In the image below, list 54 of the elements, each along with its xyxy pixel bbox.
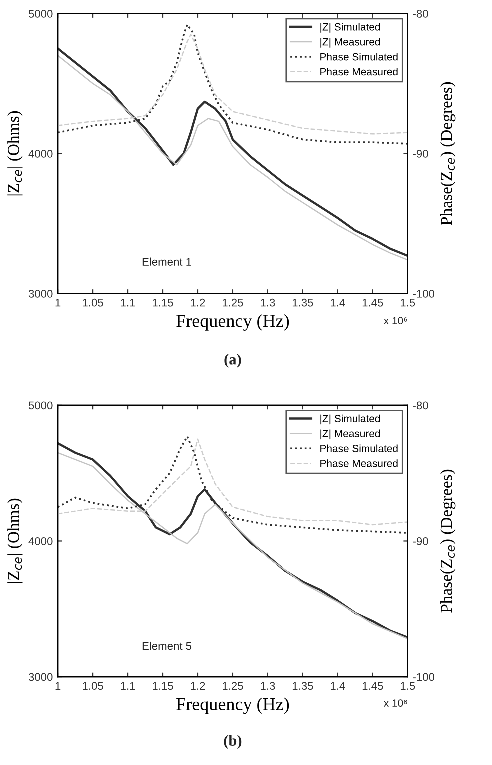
y2-tick-label: -100 xyxy=(413,673,435,682)
legend-label: Phase Measured xyxy=(320,68,398,76)
x-tick-label: 1.2 xyxy=(191,298,206,307)
legend-label: |Z| Simulated xyxy=(320,414,380,425)
y-axis-title: |Z$_{ce}$| (Ohms) xyxy=(8,498,23,584)
x-tick-label: 1.15 xyxy=(153,682,174,690)
x-tick-label: 1.45 xyxy=(362,682,384,690)
y-tick-label: 4000 xyxy=(28,150,53,158)
legend-label: Phase Measured xyxy=(320,460,398,468)
x-tick-label: 1.5 xyxy=(400,682,416,690)
y2-tick-label: -90 xyxy=(413,538,428,546)
x-tick-label: 1.3 xyxy=(261,682,276,690)
y2-tick-label: -80 xyxy=(413,10,428,18)
text: x 10⁶ xyxy=(384,317,408,325)
y-tick-label: 3000 xyxy=(28,290,53,298)
x-tick-label: 1.2 xyxy=(191,682,206,690)
y2-tick-label: -100 xyxy=(413,290,435,298)
x-axis-title: Frequency (Hz) xyxy=(176,314,290,331)
legend-label: Phase Simulated xyxy=(320,53,398,61)
text: (a) xyxy=(224,354,242,368)
x-tick-label: 1 xyxy=(56,682,61,690)
legend-label: |Z| Measured xyxy=(320,38,380,48)
x-tick-label: 1.35 xyxy=(292,298,314,307)
text: (b) xyxy=(224,735,242,750)
x-tick-label: 1.4 xyxy=(331,299,346,307)
y-tick-label: 4000 xyxy=(28,538,53,546)
y2-axis-title: Phase(Z$_{ce}$) (Degrees) xyxy=(440,470,456,613)
x-tick-label: 1.05 xyxy=(83,682,104,690)
x-tick-label: 1 xyxy=(56,299,61,307)
y2-tick-label: -80 xyxy=(413,402,428,410)
y2-tick-label: -90 xyxy=(413,150,428,158)
x-tick-label: 1.1 xyxy=(121,682,136,690)
annotation: Element 5 xyxy=(142,642,192,650)
legend-label: |Z| Simulated xyxy=(320,23,380,33)
text: x 10⁶ xyxy=(384,700,408,707)
y-tick-label: 5000 xyxy=(28,10,53,18)
x-tick-label: 1.1 xyxy=(121,299,136,307)
x-tick-label: 1.5 xyxy=(400,299,416,307)
x-axis-title: Frequency (Hz) xyxy=(176,698,290,714)
legend-label: Phase Simulated xyxy=(320,444,398,452)
annotation: Element 1 xyxy=(142,258,192,266)
x-tick-label: 1.15 xyxy=(153,299,174,307)
x-tick-label: 1.35 xyxy=(292,682,314,690)
x-tick-label: 1.25 xyxy=(223,682,244,690)
y2-axis-title: Phase(Z$_{ce}$) (Degrees) xyxy=(440,82,456,226)
y-tick-label: 5000 xyxy=(28,402,53,410)
legend-label: |Z| Measured xyxy=(320,430,380,440)
x-tick-label: 1.25 xyxy=(223,298,244,307)
x-tick-label: 1.4 xyxy=(331,682,346,690)
x-tick-label: 1.45 xyxy=(362,299,384,307)
y-axis-title: |Z$_{ce}$| (Ohms) xyxy=(8,111,23,196)
x-tick-label: 1.3 xyxy=(261,298,276,307)
y-tick-label: 3000 xyxy=(28,673,53,682)
x-tick-label: 1.05 xyxy=(83,298,104,307)
